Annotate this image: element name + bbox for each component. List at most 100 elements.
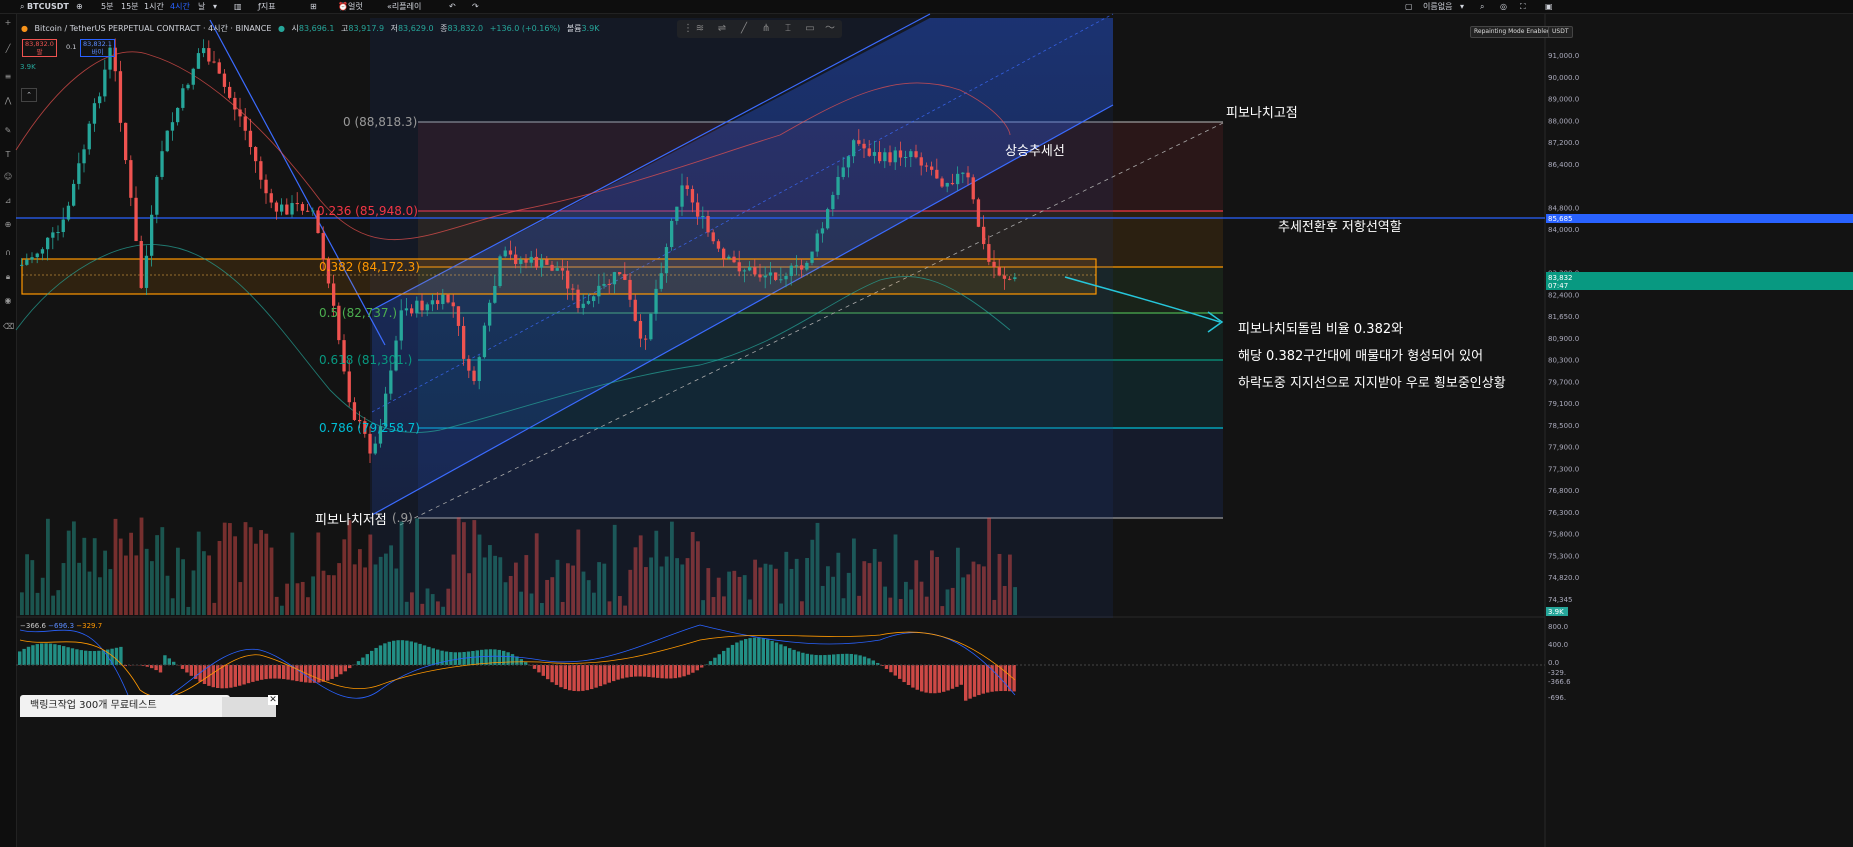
volume-bar: [20, 592, 24, 615]
ad-thumbnail[interactable]: [222, 697, 276, 717]
chart-type-icon[interactable]: ▥: [234, 2, 242, 11]
screenshot-icon[interactable]: ▣: [1545, 2, 1553, 11]
macd-bar: [44, 643, 48, 665]
fib-tool-icon[interactable]: ≡: [4, 72, 12, 81]
volume-bar: [612, 524, 617, 615]
volume-bar: [779, 603, 783, 615]
currency-badge[interactable]: USDT: [1548, 26, 1573, 38]
alert-button[interactable]: ⏰ 얼럿: [338, 2, 363, 11]
macd-bar: [97, 650, 101, 665]
macd-bar: [53, 644, 57, 665]
channel-upper-line[interactable]: [371, 13, 931, 311]
volume-bar: [46, 518, 50, 615]
macd-bar: [326, 665, 330, 681]
macd-bar: [506, 652, 510, 665]
add-symbol-icon[interactable]: ⊕: [76, 2, 83, 11]
fib-draw-icon[interactable]: ≋: [695, 23, 705, 34]
fullscreen-icon[interactable]: ⛶: [1520, 2, 1526, 11]
macd-bar: [999, 665, 1003, 692]
volume-bar: [228, 523, 232, 615]
sell-button[interactable]: 83,832.0 팔: [22, 39, 57, 57]
vertical-line-icon[interactable]: ⌶: [785, 23, 791, 34]
path-draw-icon[interactable]: 〜: [825, 23, 835, 34]
candle-body: [846, 156, 851, 168]
macd-bar: [700, 665, 704, 668]
undo-icon[interactable]: ↶: [449, 2, 456, 11]
candle-body: [35, 253, 39, 258]
redo-icon[interactable]: ↷: [472, 2, 479, 11]
candle-body: [628, 279, 632, 300]
volume-profile-zone[interactable]: [21, 258, 1097, 295]
parallel-channel[interactable]: [372, 18, 1113, 515]
candle-body: [415, 300, 419, 314]
pitchfork-icon[interactable]: ⋔: [761, 23, 771, 34]
buy-button[interactable]: 83,832.1 바이: [80, 39, 115, 57]
zoom-icon[interactable]: ⊕: [4, 220, 12, 229]
lock-icon[interactable]: 🔒︎: [5, 272, 11, 281]
text-tool-icon[interactable]: T: [5, 150, 11, 159]
macd-bar: [638, 665, 642, 677]
macd-legend: −366.6 −696.3 −329.7: [20, 622, 103, 630]
magnet-icon[interactable]: ∩: [5, 248, 11, 257]
pattern-icon[interactable]: ⋀: [4, 96, 12, 105]
crosshair-icon[interactable]: +: [4, 18, 12, 27]
indicators-button[interactable]: ƒ 지표: [258, 2, 276, 11]
volume-bar: [98, 577, 102, 615]
channel-lower-line[interactable]: [371, 104, 1114, 516]
candle-body: [56, 232, 60, 234]
candle-body: [888, 152, 892, 163]
layout-icon[interactable]: ▢: [1405, 2, 1413, 11]
price-tick: 91,000.0: [1548, 52, 1579, 60]
interval-day[interactable]: 날: [198, 2, 206, 11]
volume-bar: [618, 596, 622, 615]
volume-bar: [893, 534, 898, 615]
visibility-icon[interactable]: ◉: [4, 296, 12, 305]
downtrend-line[interactable]: [209, 19, 386, 346]
macd-axis[interactable]: 800.0 400.0 0.0 -329.-366.6 -696.: [1548, 623, 1571, 702]
interval-dropdown-icon[interactable]: ▾: [213, 2, 218, 11]
collapse-legend-icon[interactable]: ⌃: [21, 88, 37, 102]
volume-bar: [992, 599, 997, 615]
volume-bar: [160, 527, 165, 615]
interval-4h[interactable]: 4시간: [170, 2, 190, 11]
symbol-search[interactable]: ⌕ BTCUSDT: [20, 2, 69, 11]
candle-body: [467, 358, 471, 371]
volume-bar: [722, 596, 726, 615]
channel-draw-icon[interactable]: ⇌: [717, 23, 727, 34]
emoji-icon[interactable]: ☺: [3, 172, 13, 181]
line-draw-icon[interactable]: ╱: [740, 23, 748, 34]
candle-body: [186, 84, 190, 89]
macd-bar: [92, 651, 97, 665]
macd-bar: [510, 654, 515, 665]
delete-icon[interactable]: ⌫: [3, 322, 15, 331]
ruler-icon[interactable]: ⊿: [4, 196, 12, 205]
trendline-icon[interactable]: ╱: [5, 44, 11, 53]
macd-bar: [84, 650, 88, 665]
macd-bar: [867, 658, 871, 665]
drag-handle-icon[interactable]: ⋮: [683, 23, 693, 34]
projection-arrow[interactable]: [1064, 276, 1221, 323]
brush-icon[interactable]: ✎: [4, 126, 12, 135]
interval-1h[interactable]: 1시간: [144, 2, 164, 11]
candlesticks[interactable]: [20, 38, 1017, 464]
search-icon[interactable]: ⌕: [1480, 2, 1485, 11]
templates-icon[interactable]: ⊞: [310, 2, 317, 11]
interval-15m[interactable]: 15분: [121, 2, 139, 11]
ad-popup[interactable]: 백링크작업 300개 무료테스트: [20, 695, 230, 717]
replay-button[interactable]: « 리플레이: [387, 2, 422, 11]
close-icon[interactable]: ✕: [268, 695, 278, 705]
macd-bar: [484, 649, 488, 665]
price-tick: 82,400.0: [1548, 291, 1579, 299]
volume-bar: [966, 574, 971, 615]
macd-bar: [211, 665, 215, 688]
layout-dropdown-icon[interactable]: ▾: [1460, 2, 1465, 11]
fib-trend-line[interactable]: [399, 121, 1226, 526]
snapshot-icon[interactable]: ◎: [1500, 2, 1507, 11]
interval-5m[interactable]: 5분: [101, 2, 114, 11]
rect-draw-icon[interactable]: ▭: [805, 23, 815, 34]
volume-bar: [571, 565, 575, 615]
symbol-title[interactable]: Bitcoin / TetherUS PERPETUAL CONTRACT · …: [34, 24, 272, 33]
layout-name[interactable]: 이름없음: [1423, 2, 1453, 11]
volume-bar: [368, 534, 373, 615]
